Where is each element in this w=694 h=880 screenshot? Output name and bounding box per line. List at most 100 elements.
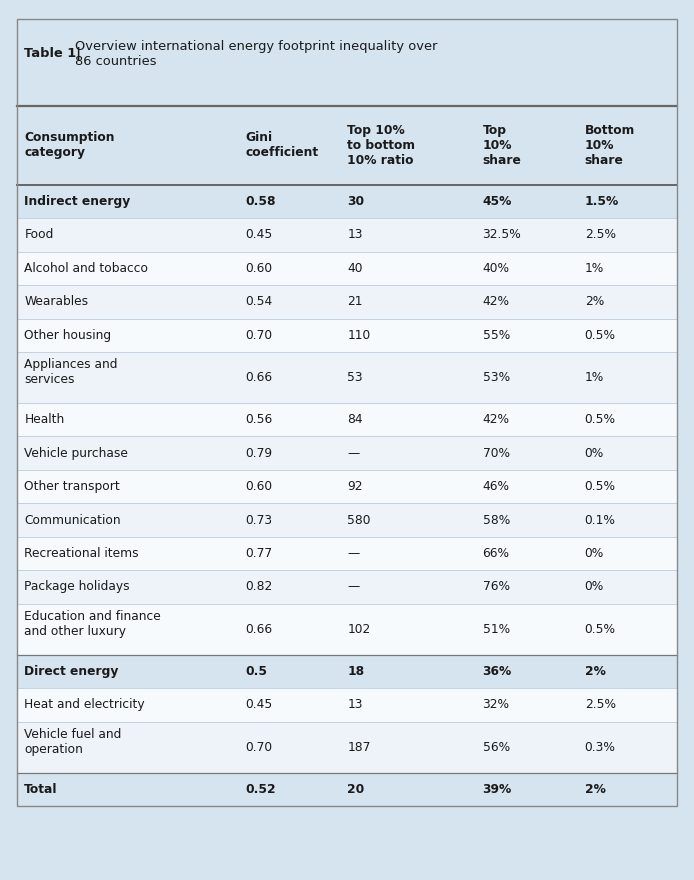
Text: Indirect energy: Indirect energy xyxy=(24,195,130,208)
Text: Education and finance
and other luxury: Education and finance and other luxury xyxy=(24,610,161,638)
FancyBboxPatch shape xyxy=(17,537,677,570)
Text: 0.5%: 0.5% xyxy=(584,623,616,635)
Text: Top 10%
to bottom
10% ratio: Top 10% to bottom 10% ratio xyxy=(347,124,415,166)
Text: Heat and electricity: Heat and electricity xyxy=(24,699,145,711)
Text: 0.70: 0.70 xyxy=(245,329,272,341)
Text: 1%: 1% xyxy=(584,262,604,275)
Text: 39%: 39% xyxy=(482,783,511,796)
Text: Vehicle fuel and
operation: Vehicle fuel and operation xyxy=(24,728,121,756)
Text: 21: 21 xyxy=(347,296,363,308)
Text: Wearables: Wearables xyxy=(24,296,88,308)
FancyBboxPatch shape xyxy=(17,436,677,470)
Text: 40: 40 xyxy=(347,262,363,275)
Text: 0.5%: 0.5% xyxy=(584,414,616,426)
Text: 0.45: 0.45 xyxy=(245,699,273,711)
Text: 32%: 32% xyxy=(482,699,509,711)
Text: 58%: 58% xyxy=(482,514,510,526)
Text: 92: 92 xyxy=(347,480,363,493)
FancyBboxPatch shape xyxy=(17,218,677,252)
Text: 110: 110 xyxy=(347,329,371,341)
FancyBboxPatch shape xyxy=(17,19,677,106)
Text: 0%: 0% xyxy=(584,581,604,593)
Text: Alcohol and tobacco: Alcohol and tobacco xyxy=(24,262,149,275)
FancyBboxPatch shape xyxy=(17,185,677,218)
Text: 76%: 76% xyxy=(482,581,509,593)
Text: 0.60: 0.60 xyxy=(245,480,272,493)
Text: 42%: 42% xyxy=(482,414,509,426)
Text: 0.66: 0.66 xyxy=(245,371,272,384)
Text: 2.5%: 2.5% xyxy=(584,229,616,241)
Text: 0.66: 0.66 xyxy=(245,623,272,635)
Text: 13: 13 xyxy=(347,699,363,711)
Text: 84: 84 xyxy=(347,414,363,426)
Text: 102: 102 xyxy=(347,623,371,635)
Text: Total: Total xyxy=(24,783,58,796)
Text: Consumption
category: Consumption category xyxy=(24,131,115,159)
Text: 53: 53 xyxy=(347,371,363,384)
Text: Table 1|: Table 1| xyxy=(24,48,81,60)
Text: 51%: 51% xyxy=(482,623,509,635)
FancyBboxPatch shape xyxy=(17,285,677,319)
Text: 0.60: 0.60 xyxy=(245,262,272,275)
Text: 46%: 46% xyxy=(482,480,509,493)
Text: Bottom
10%
share: Bottom 10% share xyxy=(584,124,635,166)
FancyBboxPatch shape xyxy=(17,773,677,806)
Text: 0.5%: 0.5% xyxy=(584,329,616,341)
Text: 0.52: 0.52 xyxy=(245,783,276,796)
Text: 56%: 56% xyxy=(482,741,509,753)
Text: 0.45: 0.45 xyxy=(245,229,273,241)
Text: 580: 580 xyxy=(347,514,371,526)
Text: 30: 30 xyxy=(347,195,364,208)
Text: 1.5%: 1.5% xyxy=(584,195,619,208)
Text: 70%: 70% xyxy=(482,447,509,459)
Text: 0.54: 0.54 xyxy=(245,296,273,308)
FancyBboxPatch shape xyxy=(17,352,677,403)
Text: 0%: 0% xyxy=(584,447,604,459)
FancyBboxPatch shape xyxy=(17,655,677,688)
Text: 42%: 42% xyxy=(482,296,509,308)
FancyBboxPatch shape xyxy=(17,570,677,604)
Text: —: — xyxy=(347,447,359,459)
Text: 53%: 53% xyxy=(482,371,509,384)
Text: 20: 20 xyxy=(347,783,364,796)
Text: Package holidays: Package holidays xyxy=(24,581,130,593)
Text: Food: Food xyxy=(24,229,53,241)
Text: 66%: 66% xyxy=(482,547,509,560)
Text: 55%: 55% xyxy=(482,329,510,341)
FancyBboxPatch shape xyxy=(17,106,677,185)
Text: 2%: 2% xyxy=(584,783,606,796)
Text: Gini
coefficient: Gini coefficient xyxy=(245,131,319,159)
Text: Direct energy: Direct energy xyxy=(24,665,119,678)
Text: Appliances and
services: Appliances and services xyxy=(24,358,118,386)
Text: 0.82: 0.82 xyxy=(245,581,273,593)
FancyBboxPatch shape xyxy=(17,688,677,722)
Text: 0.3%: 0.3% xyxy=(584,741,616,753)
Text: 32.5%: 32.5% xyxy=(482,229,521,241)
Text: 0.5: 0.5 xyxy=(245,665,267,678)
Text: 0%: 0% xyxy=(584,547,604,560)
FancyBboxPatch shape xyxy=(17,722,677,773)
Text: 0.77: 0.77 xyxy=(245,547,272,560)
Text: 40%: 40% xyxy=(482,262,509,275)
Text: 0.79: 0.79 xyxy=(245,447,272,459)
Text: Communication: Communication xyxy=(24,514,121,526)
FancyBboxPatch shape xyxy=(17,403,677,436)
Text: Top
10%
share: Top 10% share xyxy=(482,124,521,166)
Text: 187: 187 xyxy=(347,741,371,753)
Text: Overview international energy footprint inequality over
86 countries: Overview international energy footprint … xyxy=(75,40,437,68)
Text: Recreational items: Recreational items xyxy=(24,547,139,560)
Text: Other transport: Other transport xyxy=(24,480,120,493)
Text: 2%: 2% xyxy=(584,296,604,308)
Text: —: — xyxy=(347,547,359,560)
Text: Other housing: Other housing xyxy=(24,329,112,341)
Text: 45%: 45% xyxy=(482,195,512,208)
Text: 2%: 2% xyxy=(584,665,606,678)
Text: 0.5%: 0.5% xyxy=(584,480,616,493)
FancyBboxPatch shape xyxy=(17,604,677,655)
FancyBboxPatch shape xyxy=(17,319,677,352)
Text: Vehicle purchase: Vehicle purchase xyxy=(24,447,128,459)
FancyBboxPatch shape xyxy=(17,252,677,285)
Text: 0.58: 0.58 xyxy=(245,195,276,208)
Text: 0.70: 0.70 xyxy=(245,741,272,753)
Text: 2.5%: 2.5% xyxy=(584,699,616,711)
